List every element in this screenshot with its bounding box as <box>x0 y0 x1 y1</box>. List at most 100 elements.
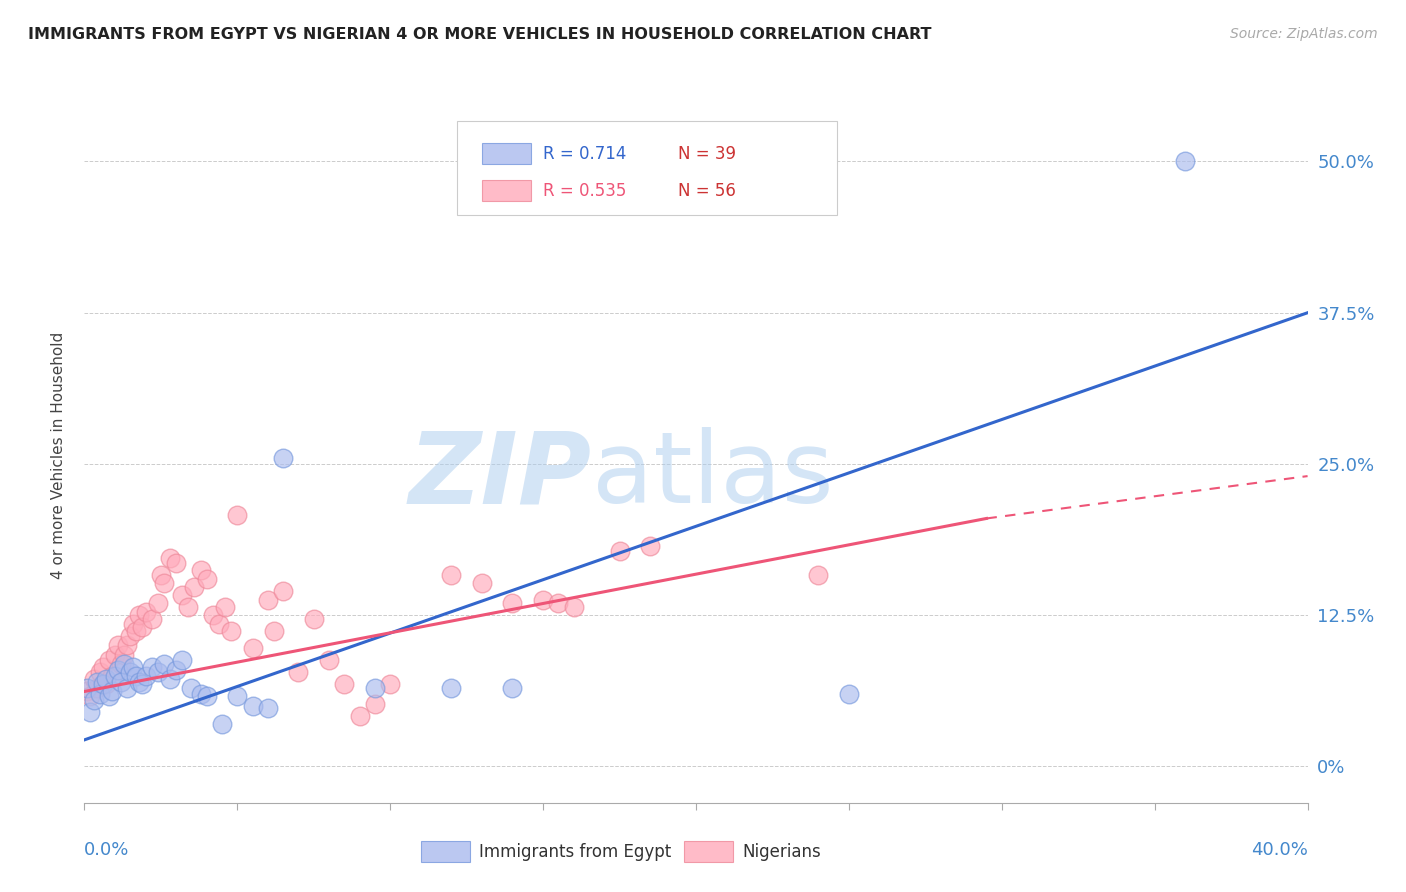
Point <box>172 653 194 667</box>
Point <box>141 612 163 626</box>
Point <box>211 717 233 731</box>
Text: atlas: atlas <box>592 427 834 524</box>
Point <box>91 677 114 691</box>
Point <box>141 660 163 674</box>
Point <box>263 624 285 638</box>
Point <box>440 681 463 695</box>
Text: N = 56: N = 56 <box>678 182 735 200</box>
Point <box>609 544 631 558</box>
Point <box>838 687 860 701</box>
Point <box>257 701 280 715</box>
Point <box>471 575 494 590</box>
Point <box>83 673 105 687</box>
Point <box>128 608 150 623</box>
Point <box>318 653 340 667</box>
Point <box>183 581 205 595</box>
Text: Nigerians: Nigerians <box>742 843 821 861</box>
Point <box>125 624 148 638</box>
Point <box>104 648 127 663</box>
Point <box>190 564 212 578</box>
Point <box>115 639 138 653</box>
Point <box>638 539 661 553</box>
Point <box>201 608 224 623</box>
Point <box>115 681 138 695</box>
Point <box>349 708 371 723</box>
Y-axis label: 4 or more Vehicles in Household: 4 or more Vehicles in Household <box>51 331 66 579</box>
Text: Source: ZipAtlas.com: Source: ZipAtlas.com <box>1230 27 1378 41</box>
Point <box>242 698 264 713</box>
Point <box>502 681 524 695</box>
Point <box>89 665 111 679</box>
Point <box>89 687 111 701</box>
Point <box>149 568 172 582</box>
Point <box>97 690 120 704</box>
Text: Immigrants from Egypt: Immigrants from Egypt <box>479 843 672 861</box>
Point <box>76 681 98 695</box>
Point <box>122 616 145 631</box>
Point <box>287 665 309 679</box>
Text: R = 0.714: R = 0.714 <box>543 145 627 162</box>
Point <box>302 612 325 626</box>
Point <box>195 690 218 704</box>
Point <box>112 657 135 671</box>
FancyBboxPatch shape <box>420 841 470 862</box>
Point <box>153 657 176 671</box>
Point <box>364 697 387 711</box>
Point <box>165 556 187 570</box>
Point <box>120 629 142 643</box>
Point <box>120 665 142 679</box>
Point <box>101 669 124 683</box>
Point <box>122 660 145 674</box>
Point <box>153 575 176 590</box>
Point <box>146 596 169 610</box>
Point <box>531 592 554 607</box>
Point <box>333 677 356 691</box>
Point <box>125 669 148 683</box>
Point <box>271 450 294 465</box>
Point <box>128 674 150 689</box>
Point <box>242 640 264 655</box>
Point <box>364 681 387 695</box>
Point <box>91 660 114 674</box>
Point <box>219 624 242 638</box>
Text: 40.0%: 40.0% <box>1251 841 1308 859</box>
Point <box>562 599 585 614</box>
Point <box>110 657 132 671</box>
Point <box>107 639 129 653</box>
Point <box>110 674 132 689</box>
Text: IMMIGRANTS FROM EGYPT VS NIGERIAN 4 OR MORE VEHICLES IN HOUSEHOLD CORRELATION CH: IMMIGRANTS FROM EGYPT VS NIGERIAN 4 OR M… <box>28 27 932 42</box>
Point <box>226 508 249 522</box>
Point <box>502 596 524 610</box>
Point <box>380 677 402 691</box>
Point <box>76 684 98 698</box>
FancyBboxPatch shape <box>482 144 531 164</box>
Point <box>86 674 108 689</box>
Point <box>214 599 236 614</box>
Point <box>807 568 830 582</box>
Text: R = 0.535: R = 0.535 <box>543 182 627 200</box>
Text: ZIP: ZIP <box>409 427 592 524</box>
Point <box>135 669 157 683</box>
Text: N = 39: N = 39 <box>678 145 735 162</box>
Point <box>94 677 117 691</box>
Point <box>104 669 127 683</box>
Point <box>101 684 124 698</box>
Point <box>226 690 249 704</box>
Point <box>172 588 194 602</box>
Point <box>79 690 101 704</box>
Point <box>107 663 129 677</box>
Point <box>112 648 135 663</box>
Point <box>547 596 569 610</box>
Point <box>159 551 181 566</box>
Point <box>83 693 105 707</box>
Point <box>79 705 101 719</box>
Point <box>177 599 200 614</box>
FancyBboxPatch shape <box>683 841 733 862</box>
Point <box>195 572 218 586</box>
Point <box>146 665 169 679</box>
Point <box>1174 154 1197 169</box>
Point <box>97 653 120 667</box>
Point <box>86 681 108 695</box>
Text: 0.0%: 0.0% <box>84 841 129 859</box>
Point <box>131 620 153 634</box>
